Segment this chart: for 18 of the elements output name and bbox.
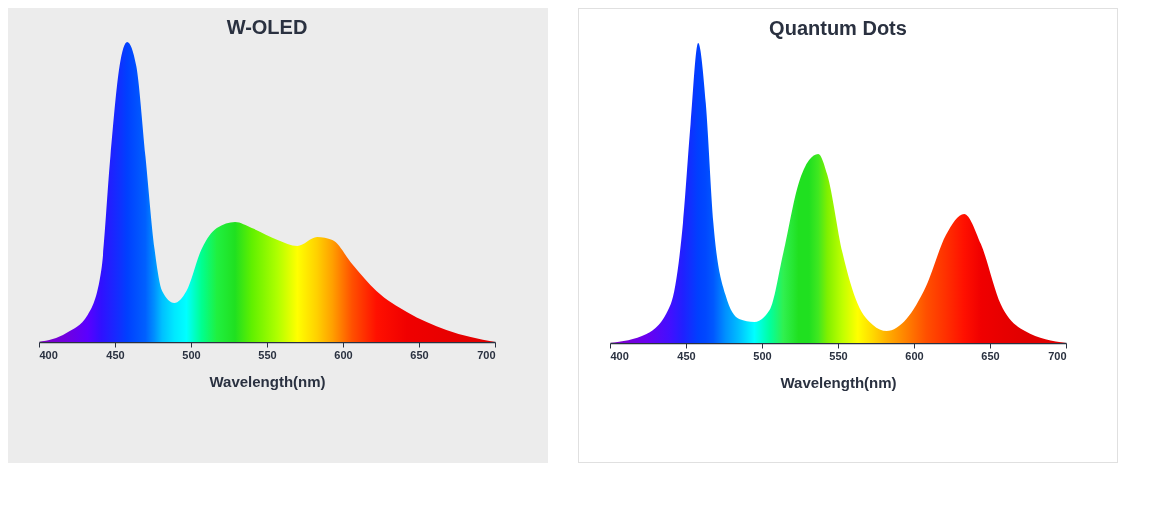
chart-title: Quantum Dots: [769, 17, 907, 39]
chart-title: W-OLED: [226, 16, 308, 38]
x-tick-label: 500: [182, 348, 201, 361]
x-tick-label: 700: [1048, 349, 1067, 362]
x-tick-label: 400: [610, 349, 629, 362]
x-tick-label: 450: [677, 349, 696, 362]
x-tick-label: 650: [410, 348, 429, 361]
x-axis-title: Wavelength(nm): [209, 372, 326, 390]
x-tick-label: 400: [39, 348, 58, 361]
x-tick-label: 700: [477, 348, 496, 361]
x-tick-label: 550: [258, 348, 277, 361]
x-tick-label: 650: [981, 349, 1000, 362]
x-tick-label: 600: [905, 349, 924, 362]
x-tick-label: 600: [334, 348, 353, 361]
x-tick-label: 550: [829, 349, 848, 362]
x-tick-label: 450: [106, 348, 125, 361]
x-axis-title: Wavelength(nm): [780, 373, 897, 391]
x-tick-label: 500: [753, 349, 772, 362]
